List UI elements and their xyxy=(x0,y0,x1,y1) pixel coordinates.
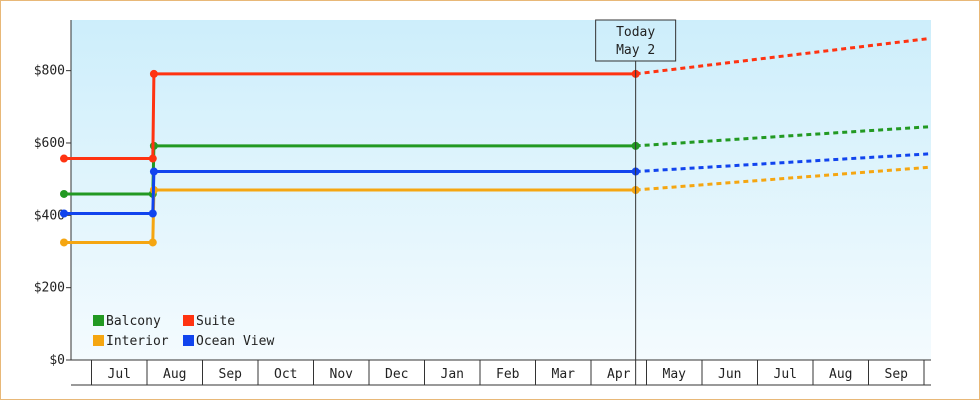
x-tick-label: Aug xyxy=(163,367,186,382)
legend-swatch xyxy=(183,335,194,346)
data-point xyxy=(148,238,157,247)
x-tick-label: Dec xyxy=(385,367,408,382)
data-point xyxy=(60,189,68,198)
legend-swatch xyxy=(93,315,104,326)
legend-label: Ocean View xyxy=(196,334,274,349)
x-tick-label: Apr xyxy=(607,367,631,382)
series-line xyxy=(64,170,636,216)
series-forecast-line xyxy=(635,165,930,192)
series-forecast-line xyxy=(635,125,930,148)
data-point xyxy=(60,154,68,163)
legend-label: Suite xyxy=(196,314,235,329)
data-point xyxy=(148,209,157,218)
x-tick-label: Mar xyxy=(552,367,576,382)
series-forecast-line xyxy=(635,36,930,76)
legend-swatch xyxy=(93,335,104,346)
today-label: Today xyxy=(616,25,655,40)
today-date-label: May 2 xyxy=(616,43,655,58)
y-tick-label: $400 xyxy=(34,208,65,223)
today-box xyxy=(595,19,677,62)
x-tick-label: Jul xyxy=(108,367,131,382)
series-line xyxy=(64,72,636,161)
data-point xyxy=(149,167,158,176)
x-tick-label: May xyxy=(663,367,687,382)
x-tick-label: Aug xyxy=(829,367,852,382)
x-tick-label: Feb xyxy=(496,367,520,382)
y-tick-label: $200 xyxy=(34,281,65,296)
x-tick-label: Nov xyxy=(330,367,354,382)
legend-label: Balcony xyxy=(106,314,161,329)
legend-label: Interior xyxy=(106,334,169,349)
y-tick-label: $800 xyxy=(34,64,65,79)
x-tick-label: Sep xyxy=(219,367,243,382)
y-tick-label: $0 xyxy=(49,353,65,368)
x-tick-label: Jan xyxy=(441,367,464,382)
data-point xyxy=(149,69,158,78)
series-forecast-line xyxy=(635,152,930,174)
data-point xyxy=(148,154,157,163)
data-point xyxy=(60,209,68,218)
x-tick-label: Jun xyxy=(718,367,741,382)
x-tick-label: Oct xyxy=(274,367,297,382)
x-tick-label: Jul xyxy=(774,367,797,382)
x-tick-label: Sep xyxy=(885,367,909,382)
legend-swatch xyxy=(183,315,194,326)
y-tick-label: $600 xyxy=(34,136,65,151)
data-point xyxy=(60,238,68,247)
